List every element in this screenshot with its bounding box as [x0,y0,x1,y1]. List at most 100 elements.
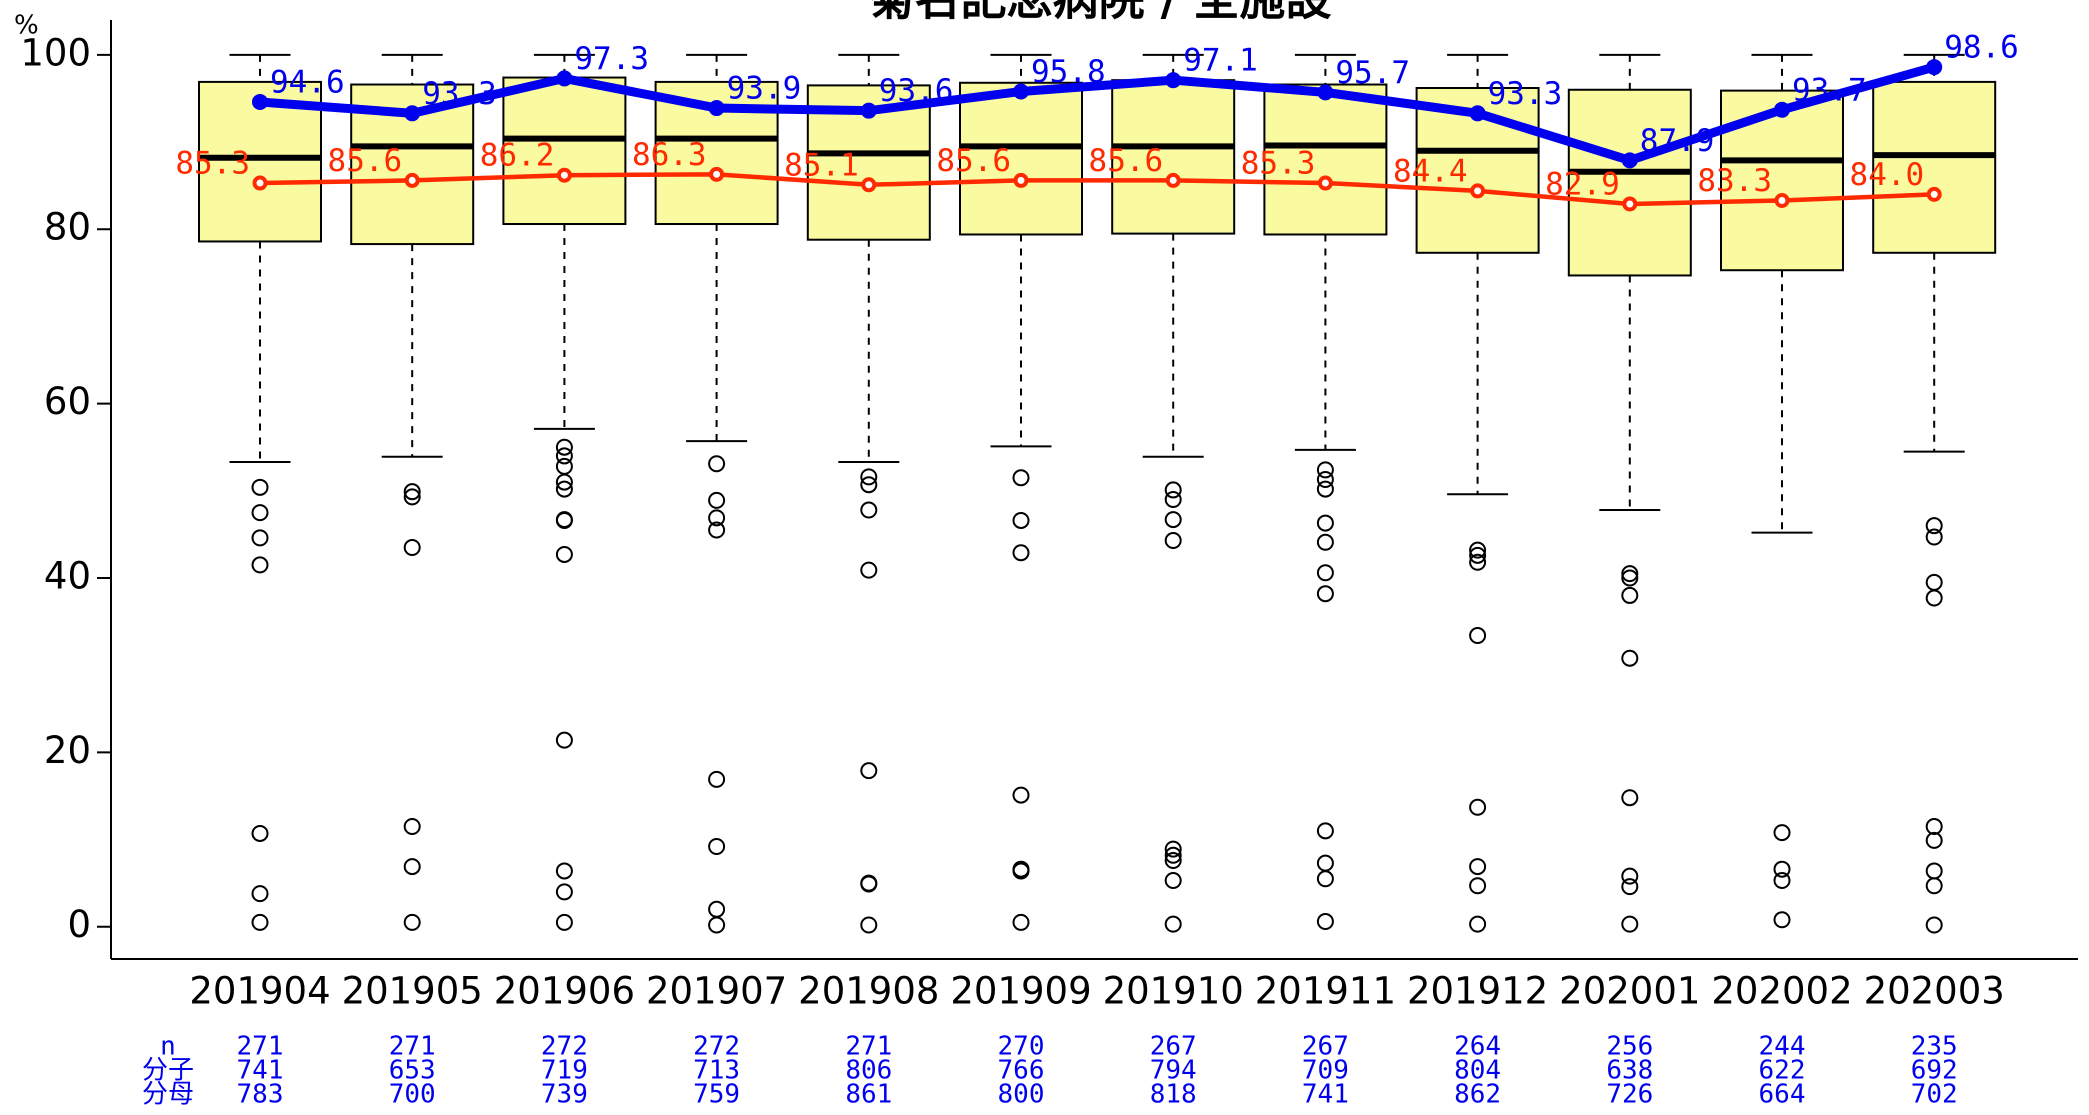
outlier [555,862,573,880]
point [1774,192,1790,208]
point [1926,59,1943,76]
outlier [1164,915,1182,933]
chart-title: 菊名記念病院 / 全施設 [869,0,1332,26]
outlier [1012,469,1030,487]
table-cell: 794 [1150,1056,1197,1086]
table-cell: 272 [541,1032,588,1062]
point [1317,84,1334,101]
outlier [403,913,421,931]
outlier [403,817,421,835]
outlier [860,875,878,893]
point [404,105,421,122]
table-cell: 739 [541,1080,588,1110]
outlier [708,838,726,856]
data-label: 87.9 [1640,123,1715,159]
x-tick-label: 201910 [1103,970,1244,1013]
point [1469,105,1486,122]
data-label: 93.3 [1488,76,1563,112]
x-tick-label: 201911 [1255,970,1396,1013]
table-row-label: n [160,1032,176,1062]
outlier [251,529,269,547]
x-tick-label: 201905 [342,970,483,1013]
point [860,102,877,119]
point [252,93,268,110]
outlier [555,545,573,563]
box [959,81,1083,236]
outlier [1925,817,1943,835]
data-label: 85.1 [784,147,859,183]
point [1621,152,1638,169]
point [1926,186,1942,202]
point [1774,101,1790,118]
data-label: 93.6 [879,73,954,109]
outlier [1621,649,1639,667]
outlier [555,438,573,456]
outlier [555,511,573,529]
outlier [1469,915,1487,933]
y-tick-label: 100 [20,31,91,74]
point [861,177,877,193]
table-cell: 244 [1759,1032,1806,1062]
point [1165,172,1181,188]
outlier [251,478,269,496]
outlier [1164,851,1182,869]
outlier [1621,569,1639,587]
data-label: 98.6 [1944,30,2019,66]
table-cell: 804 [1454,1056,1501,1086]
table-cell: 800 [998,1080,1045,1110]
table-cell: 264 [1454,1032,1501,1062]
table-cell: 271 [845,1032,892,1062]
table-cell: 235 [1911,1032,1958,1062]
outlier [860,762,878,780]
table-cell: 256 [1606,1032,1653,1062]
table-cell: 709 [1302,1056,1349,1086]
outlier [860,476,878,494]
table-cell: 638 [1606,1056,1653,1086]
point [252,175,268,191]
outlier [1316,854,1334,872]
outlier [708,509,726,527]
outlier [403,538,421,556]
outlier [1164,846,1182,864]
outlier [1469,546,1487,564]
outlier [1621,878,1639,896]
outlier [1621,915,1639,933]
y-tick-label: 60 [44,380,91,423]
outlier [555,457,573,475]
data-label: 82.9 [1545,166,1620,202]
outlier [860,561,878,579]
x-tick-label: 202003 [1864,970,2005,1013]
outlier [251,824,269,842]
table-cell: 267 [1302,1032,1349,1062]
outlier [1469,541,1487,559]
outlier [251,885,269,903]
table-cell: 766 [998,1056,1045,1086]
table-cell: 783 [237,1080,284,1110]
table-cell: 653 [389,1056,436,1086]
point [1013,83,1029,100]
outlier [1925,589,1943,607]
y-tick-label: 40 [44,554,91,597]
outlier [708,770,726,788]
outlier [555,447,573,465]
outlier [1925,528,1943,546]
outlier [1164,872,1182,890]
outlier [1012,862,1030,880]
outlier [1773,872,1791,890]
outlier [708,900,726,918]
table-cell: 272 [693,1032,740,1062]
outlier [860,916,878,934]
outlier [1469,798,1487,816]
data-label: 85.6 [1089,143,1164,179]
data-label: 93.9 [727,71,802,107]
outlier [251,556,269,574]
outlier [555,731,573,749]
table-cell: 692 [1911,1056,1958,1086]
outlier [1621,586,1639,604]
outlier [1316,470,1334,488]
outlier [555,883,573,901]
outlier [860,501,878,519]
outlier [1773,824,1791,842]
data-label: 97.3 [574,41,649,77]
